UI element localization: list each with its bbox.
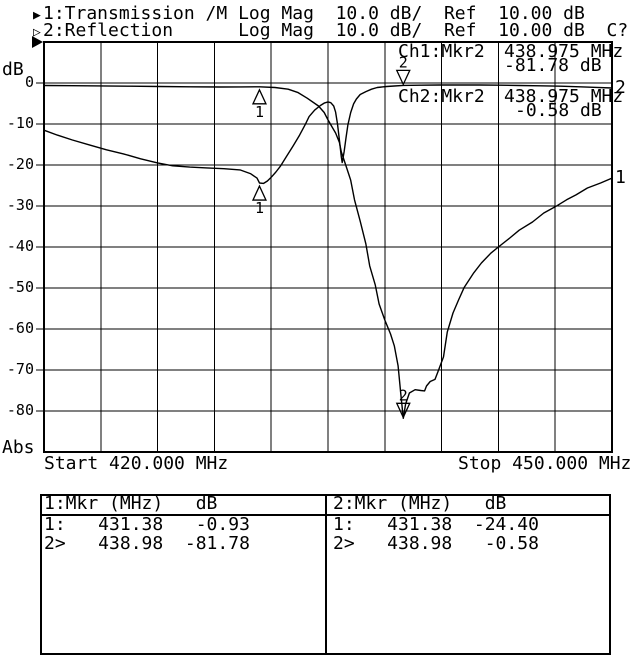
x-axis-start-label: Start 420.000 MHz [44,453,229,474]
y-axis-tick-label: -10 [6,114,34,132]
x-axis-stop-label: Stop 450.000 MHz [458,453,632,474]
ch2-marker-readout-value: -0.58 dB [515,100,602,121]
marker-table-1-row-2: 2> 438.98 -81.78 [44,533,250,554]
trace-2 [43,84,613,185]
y-axis-tick-label: -40 [6,237,34,255]
marker-2-number-label: 2 [399,53,408,71]
y-axis-tick-label: -70 [6,360,34,378]
y-axis-abs-label: Abs [2,437,35,458]
ch1-header-line: 1:Transmission /M Log Mag 10.0 dB/ Ref 1… [43,3,585,24]
y-axis-unit-label: dB [2,59,24,80]
y-axis-tick-label: 0 [24,73,34,91]
marker-1-number-label: 1 [255,199,264,217]
ch2-marker-readout-freq: 438.975 MHz [504,86,624,107]
marker-2-triangle-icon [395,69,411,86]
marker-2-triangle-icon [395,402,411,419]
ch2-header-line: 2:Reflection Log Mag 10.0 dB/ Ref 10.00 … [43,20,629,41]
trace-1-number-label: 1 [615,167,626,188]
graticule [36,41,613,453]
marker-1-triangle-icon [251,88,267,105]
y-axis-tick-label: -30 [6,196,34,214]
y-axis-tick-label: -80 [6,401,34,419]
y-axis-tick-label: -50 [6,278,34,296]
y-axis-tick-label: -20 [6,155,34,173]
marker-table-divider [325,496,327,653]
y-axis-tick-label: -60 [6,319,34,337]
trace-2-number-label: 2 [615,77,626,98]
marker-table-1-header: 1:Mkr (MHz) dB [44,493,218,514]
marker-table-2-row-2: 2> 438.98 -0.58 [333,533,539,554]
ch2-marker-readout-label: Ch2:Mkr2 [398,86,485,107]
marker-1-triangle-icon [251,184,267,201]
marker-table-2-header: 2:Mkr (MHz) dB [333,493,507,514]
reference-level-icon [32,36,43,48]
ch2-arrow-icon: ▷ [33,25,41,40]
ch1-active-arrow-icon: ▶ [33,8,41,23]
marker-table-1-row-1: 1: 431.38 -0.93 [44,514,250,535]
marker-table-header-rule [42,514,609,516]
trace-1 [43,84,613,419]
marker-table-panel: 1:Mkr (MHz) dB 1: 431.38 -0.93 2> 438.98… [40,494,611,655]
ch1-marker-readout-freq: 438.975 MHz [504,41,624,62]
marker-2-number-label: 2 [399,386,408,404]
ch1-marker-readout-value: -81.78 dB [504,55,602,76]
marker-table-2-row-1: 1: 431.38 -24.40 [333,514,539,535]
ch1-marker-readout-label: Ch1:Mkr2 [398,41,485,62]
marker-1-number-label: 1 [255,103,264,121]
